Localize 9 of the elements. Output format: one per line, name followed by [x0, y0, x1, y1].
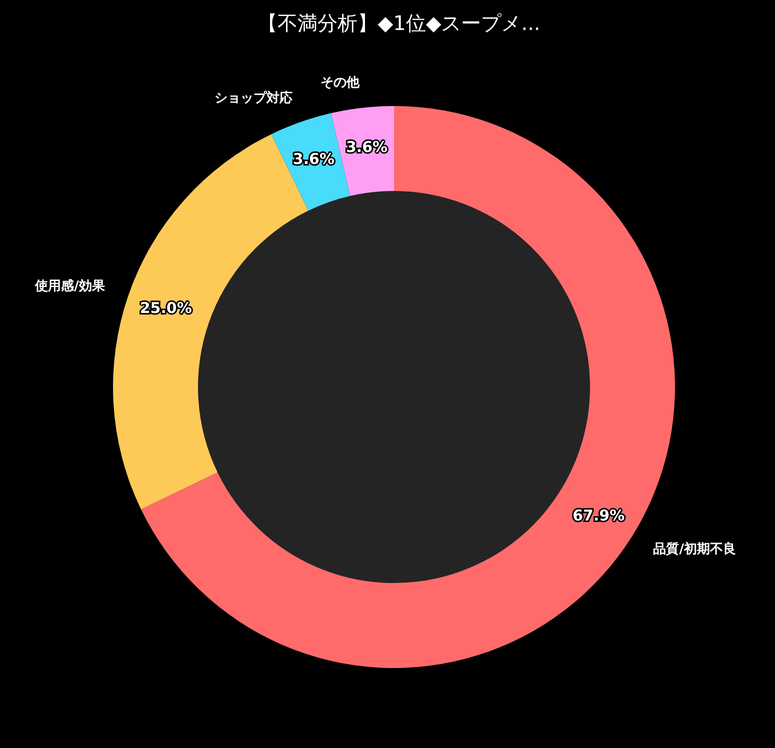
slice-label: その他 [320, 75, 360, 90]
slice-label: 使用感/効果 [34, 278, 106, 294]
data-label: 25.0% [140, 298, 192, 317]
data-label: 3.6% [292, 150, 335, 168]
slice-label: 品質/初期不良 [653, 541, 736, 558]
data-label: 3.6% [346, 138, 388, 156]
chart-title: 【不満分析】◆1位◆スープメ... [258, 11, 540, 35]
data-label: 67.9% [572, 506, 625, 524]
slice-label: ショップ対応 [214, 90, 292, 106]
